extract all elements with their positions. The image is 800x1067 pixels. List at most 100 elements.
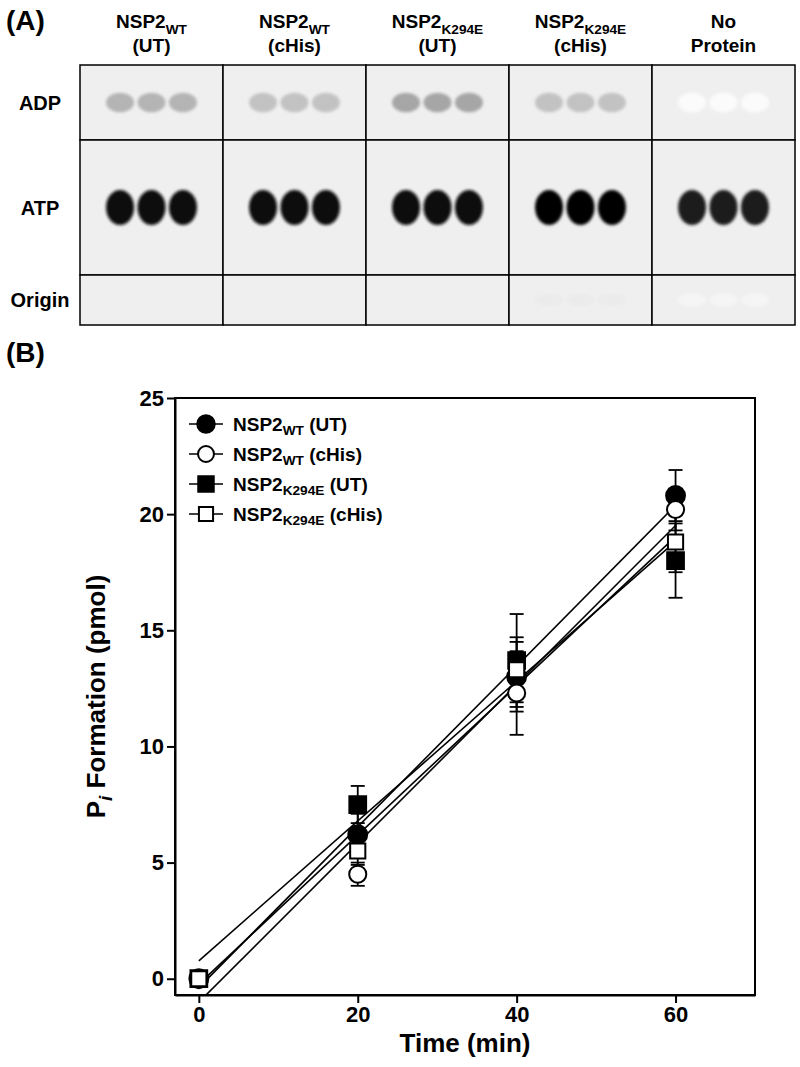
gel-cell	[509, 140, 652, 275]
tick-label: 10	[140, 734, 164, 759]
legend-item: NSP2WT (cHis)	[189, 444, 362, 468]
plot-frame	[175, 398, 755, 995]
tick-mark	[167, 398, 175, 400]
spot	[710, 93, 738, 113]
spot	[312, 190, 340, 225]
spot	[106, 93, 134, 113]
tick: 0	[152, 966, 175, 991]
tick: 25	[140, 386, 175, 411]
tick-mark	[167, 746, 175, 748]
marker	[349, 866, 366, 883]
legend-label: NSP2K294E (UT)	[233, 474, 368, 498]
tick-mark	[167, 978, 175, 980]
gel-cell	[80, 275, 223, 325]
spot	[598, 294, 626, 307]
tick-mark	[167, 630, 175, 632]
spot	[169, 294, 197, 307]
marker	[667, 552, 684, 569]
spot	[424, 93, 452, 113]
gel-cell	[652, 65, 795, 140]
gel-cell	[366, 275, 509, 325]
marker	[668, 534, 683, 549]
legend-item: NSP2K294E (cHis)	[189, 504, 383, 528]
marker	[190, 970, 207, 987]
spot	[249, 190, 277, 225]
spot	[741, 93, 769, 113]
fit-line	[199, 505, 676, 987]
tick-label: 0	[193, 1002, 205, 1027]
spot	[169, 93, 197, 113]
spot	[567, 190, 595, 225]
tick: 20	[346, 995, 370, 1027]
tick: 20	[140, 502, 175, 527]
error-cap	[510, 706, 524, 708]
marker	[348, 825, 367, 844]
tick-label: 25	[140, 386, 164, 411]
tick-mark	[167, 514, 175, 516]
lane-label: NSP2K294E(UT)	[392, 11, 483, 56]
spot	[392, 294, 420, 307]
spot	[535, 294, 563, 307]
marker	[667, 501, 684, 518]
gel-cell	[223, 275, 366, 325]
error-cap	[510, 636, 524, 638]
error-cap	[669, 571, 683, 573]
gel-cell	[652, 140, 795, 275]
spot	[138, 294, 166, 307]
spot	[741, 190, 769, 225]
spot	[598, 93, 626, 113]
legend-label: NSP2K294E (cHis)	[233, 504, 383, 528]
error-cap	[351, 822, 365, 824]
error-cap	[510, 734, 524, 736]
tick: 60	[664, 995, 688, 1027]
gel-cell	[509, 65, 652, 140]
tick-label: 5	[152, 850, 164, 875]
legend: NSP2WT (UT)NSP2WT (cHis)NSP2K294E (UT)NS…	[189, 414, 383, 528]
gel-cell	[223, 140, 366, 275]
tick-label: 60	[664, 1002, 688, 1027]
gel-cell	[80, 65, 223, 140]
error-cap	[351, 885, 365, 887]
legend-symbol	[198, 446, 214, 462]
tick: 0	[193, 995, 205, 1027]
spot	[710, 294, 738, 307]
tick: 15	[140, 618, 175, 643]
gel-cell	[366, 65, 509, 140]
spot	[741, 294, 769, 307]
tick-mark	[167, 862, 175, 864]
error-cap	[510, 613, 524, 615]
spot	[106, 294, 134, 307]
panel-label: (A)	[6, 5, 45, 36]
error-cap	[351, 785, 365, 787]
spot	[424, 294, 452, 307]
gel: NSP2WT(UT)NSP2WT(cHis)NSP2K294E(UT)NSP2K…	[11, 11, 795, 325]
row-label: Origin	[11, 289, 70, 311]
row-label: ADP	[19, 92, 61, 114]
spot	[138, 93, 166, 113]
spot	[567, 93, 595, 113]
tick-label: 20	[346, 1002, 370, 1027]
panel-label: (B)	[6, 337, 45, 368]
spot	[312, 93, 340, 113]
lane-label: NSP2WT(UT)	[116, 11, 188, 56]
spot	[678, 294, 706, 307]
tick: 40	[505, 995, 529, 1027]
fit-line	[199, 526, 676, 995]
spot	[281, 294, 309, 307]
marker	[191, 971, 206, 986]
marker	[189, 969, 208, 988]
spot	[455, 93, 483, 113]
figure: (A)NSP2WT(UT)NSP2WT(cHis)NSP2K294E(UT)NS…	[0, 0, 800, 1067]
spot	[424, 190, 452, 225]
y-axis: 0 5 10 15 20 25	[140, 386, 176, 996]
error-cap	[669, 597, 683, 599]
tick-label: 0	[152, 966, 164, 991]
gel-cell	[80, 140, 223, 275]
marker	[509, 662, 524, 677]
legend-symbol	[197, 415, 214, 432]
spot	[535, 93, 563, 113]
marker	[508, 684, 525, 701]
tick: 10	[140, 734, 175, 759]
legend-item: NSP2K294E (UT)	[189, 474, 368, 498]
tick-label: 15	[140, 618, 164, 643]
